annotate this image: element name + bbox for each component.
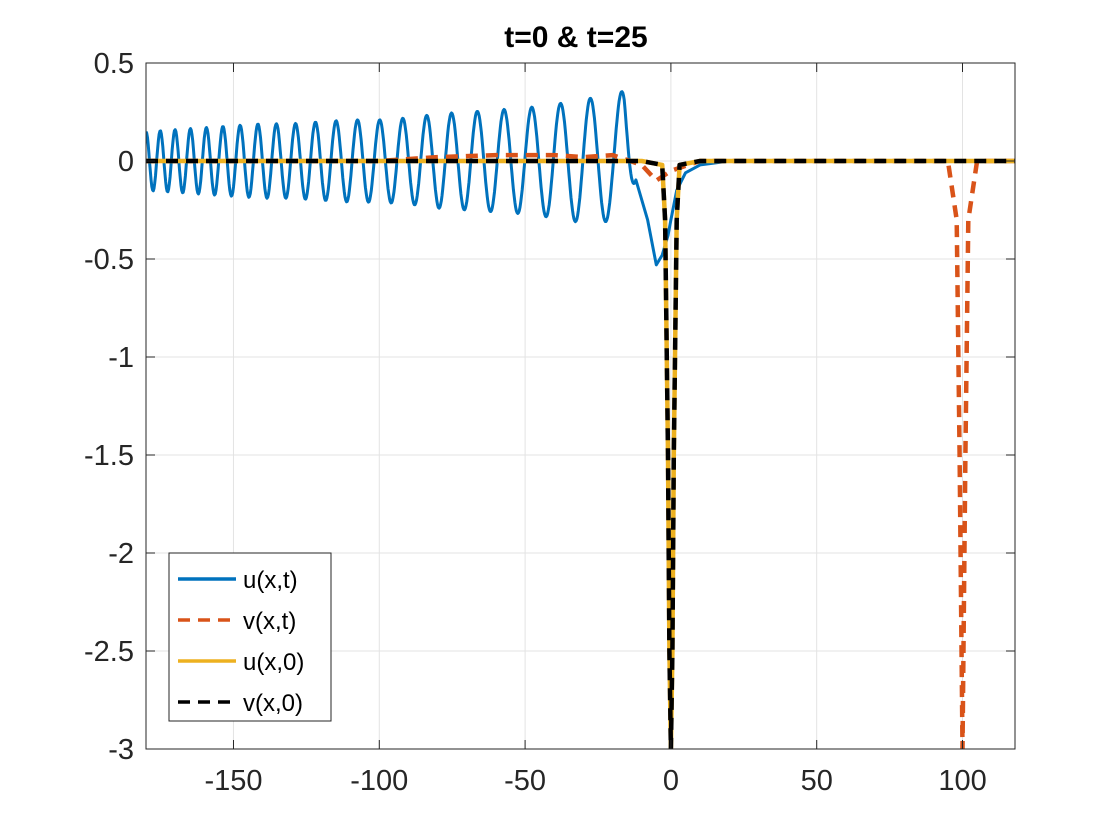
x-tick-label: 100 xyxy=(938,765,986,797)
x-tick-label: 50 xyxy=(801,765,833,797)
y-tick-label: -1 xyxy=(108,342,134,374)
x-tick-label: -150 xyxy=(204,765,262,797)
y-tick-label: 0.5 xyxy=(94,48,134,80)
legend-label-v-x-0: v(x,0) xyxy=(243,690,303,717)
series-v-x-0 xyxy=(146,158,1015,749)
series-layer xyxy=(146,90,1015,749)
x-tick-label: -50 xyxy=(504,765,546,797)
series-u-x-t xyxy=(146,90,1015,267)
series-v-x-t xyxy=(146,152,1015,749)
legend-label-v-x-t: v(x,t) xyxy=(243,608,296,635)
legend: u(x,t) v(x,t) u(x,0) v(x,0) xyxy=(168,552,332,722)
legend-label-u-x-0: u(x,0) xyxy=(243,649,304,676)
legend-label-u-x-t: u(x,t) xyxy=(243,567,298,594)
y-tick-label: 0 xyxy=(118,146,134,178)
y-tick-label: -0.5 xyxy=(84,244,134,276)
y-tick-label: -2 xyxy=(108,538,134,570)
y-tick-label: -3 xyxy=(108,734,134,766)
y-tick-label: -2.5 xyxy=(84,636,134,668)
x-tick-label: 0 xyxy=(663,765,679,797)
chart-title: t=0 & t=25 xyxy=(504,21,647,54)
x-tick-label: -100 xyxy=(350,765,408,797)
legend-box xyxy=(168,552,332,722)
tick-marks xyxy=(146,62,1015,750)
x-tick-labels: -150 -100 -50 0 50 100 xyxy=(204,765,986,797)
y-tick-label: -1.5 xyxy=(84,440,134,472)
plot-frame xyxy=(145,62,1016,750)
y-tick-labels: 0.5 0 -0.5 -1 -1.5 -2 -2.5 -3 xyxy=(84,48,134,766)
